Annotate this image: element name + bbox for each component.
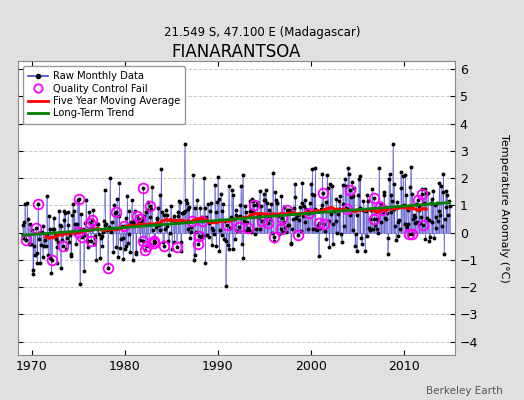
Legend: Raw Monthly Data, Quality Control Fail, Five Year Moving Average, Long-Term Tren: Raw Monthly Data, Quality Control Fail, … xyxy=(23,66,185,124)
Text: Berkeley Earth: Berkeley Earth xyxy=(427,386,503,396)
Title: FIANARANTSOA: FIANARANTSOA xyxy=(172,43,301,61)
Text: 21.549 S, 47.100 E (Madagascar): 21.549 S, 47.100 E (Madagascar) xyxy=(163,26,361,39)
Y-axis label: Temperature Anomaly (°C): Temperature Anomaly (°C) xyxy=(499,134,509,282)
